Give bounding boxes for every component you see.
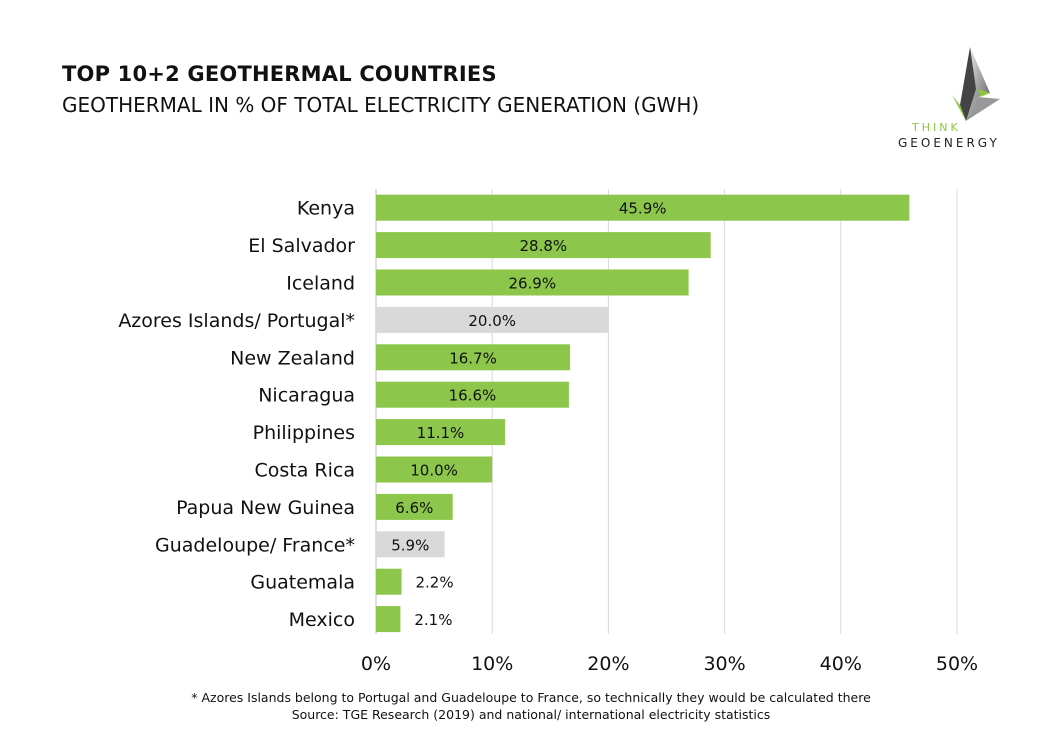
category-label: Mexico <box>289 609 355 631</box>
logo-mark-icon <box>952 47 1000 121</box>
data-label: 28.8% <box>519 237 567 255</box>
x-tick-label: 20% <box>587 653 629 675</box>
x-tick-label: 30% <box>703 653 745 675</box>
data-label: 11.1% <box>417 424 465 442</box>
chart-subtitle: GEOTHERMAL IN % OF TOTAL ELECTRICITY GEN… <box>62 93 700 117</box>
x-tick-label: 40% <box>820 653 862 675</box>
bar <box>376 344 571 371</box>
category-label: Costa Rica <box>255 460 356 482</box>
bar <box>376 232 711 259</box>
data-label: 16.7% <box>449 349 497 367</box>
data-label: 5.9% <box>391 536 429 554</box>
category-label: Guatemala <box>250 572 355 594</box>
bar <box>376 419 505 446</box>
data-label: 2.2% <box>416 574 454 592</box>
category-label: New Zealand <box>230 347 355 369</box>
data-label: 20.0% <box>468 312 516 330</box>
category-label: Philippines <box>253 422 355 444</box>
bar <box>376 456 493 483</box>
category-label: Iceland <box>286 273 355 295</box>
bar <box>376 606 401 633</box>
category-label: Nicaragua <box>258 385 355 407</box>
bar <box>376 531 445 558</box>
category-label: Kenya <box>297 198 355 220</box>
data-label: 16.6% <box>449 387 497 405</box>
x-tick-label: 10% <box>471 653 513 675</box>
x-tick-label: 0% <box>361 653 391 675</box>
bar <box>376 381 569 408</box>
data-label: 45.9% <box>619 200 667 218</box>
bar <box>376 568 402 595</box>
data-label: 26.9% <box>508 275 556 293</box>
x-tick-label: 50% <box>936 653 978 675</box>
bar <box>376 306 609 333</box>
data-label: 2.1% <box>414 611 452 629</box>
category-label: El Salvador <box>248 235 355 257</box>
source-note: Source: TGE Research (2019) and national… <box>291 707 771 722</box>
bar <box>376 493 453 520</box>
bar <box>376 269 689 296</box>
data-label: 10.0% <box>410 462 458 480</box>
category-label: Papua New Guinea <box>176 497 355 519</box>
category-label: Guadeloupe/ France* <box>155 534 355 556</box>
category-label: Azores Islands/ Portugal* <box>118 310 355 332</box>
chart-title: TOP 10+2 GEOTHERMAL COUNTRIES <box>62 62 497 86</box>
data-label: 6.6% <box>395 499 433 517</box>
footnote: * Azores Islands belong to Portugal and … <box>191 690 871 705</box>
bar <box>376 194 910 221</box>
think-geoenergy-logo: THINK GEOENERGY <box>890 45 1020 155</box>
